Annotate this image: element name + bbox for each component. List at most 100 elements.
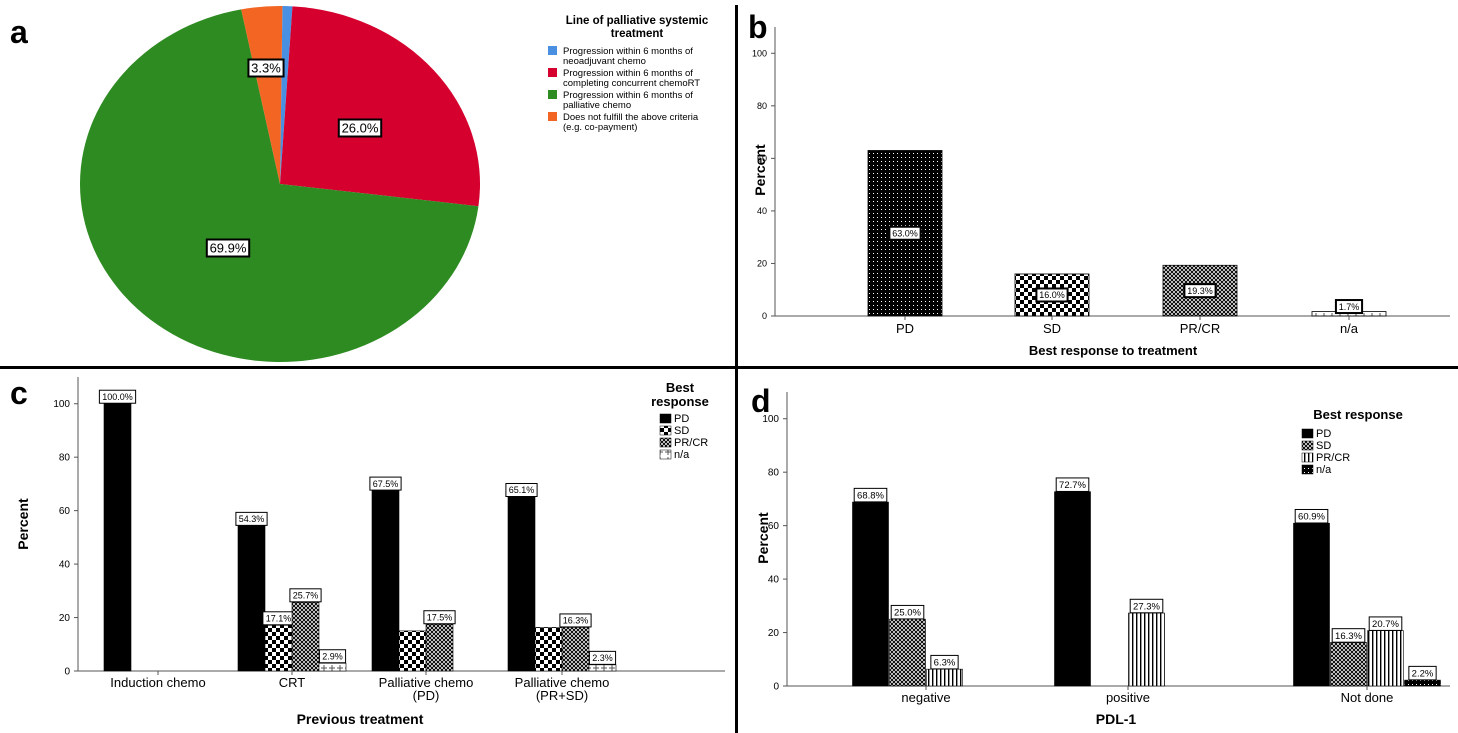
- bar-data-label: 2.2%: [1412, 669, 1434, 680]
- x-tick-label: n/a: [1340, 321, 1359, 336]
- bar-data-label: 68.8%: [857, 491, 884, 502]
- x-tick-label: Not done: [1341, 690, 1394, 705]
- x-tick-label: Palliative chemo: [379, 675, 474, 690]
- bar: [507, 496, 536, 672]
- vertical-divider-top: [735, 5, 738, 367]
- bar-data-label: 72.7%: [1059, 480, 1086, 491]
- pie-slice: [79, 9, 479, 363]
- x-tick-label: negative: [901, 690, 950, 705]
- bar-data-label: 6.3%: [934, 658, 956, 669]
- x-tick-label: positive: [1106, 690, 1150, 705]
- bar: [103, 403, 132, 672]
- bar: [237, 525, 266, 672]
- y-tick-label: 20: [59, 613, 71, 624]
- x-tick-label: SD: [1043, 321, 1061, 336]
- legend-label: (e.g. co-payment): [563, 122, 637, 133]
- bar-data-label-box: [1334, 299, 1364, 315]
- bar-data-label-box: [1331, 628, 1366, 643]
- bar-data-label: 20.7%: [1372, 619, 1399, 630]
- y-tick-label: 0: [773, 682, 779, 693]
- bar: [1367, 630, 1404, 687]
- bar-chart-panel-c: 0 20 40 60 80 100 Percent 100.0% Induction chemo…: [15, 377, 725, 727]
- bar-data-label: 1.7%: [1339, 302, 1360, 312]
- legend-swatch: [548, 46, 557, 55]
- bar-data-label: 60.9%: [1298, 512, 1325, 523]
- pie-slice: [241, 6, 283, 185]
- legend-swatch: [548, 68, 557, 77]
- bar-chart-panel-b: 0 20 40 60 80 100 Percent PD 63.0% SD 16.0% PR/CR 19…: [752, 27, 1450, 358]
- legend-label: n/a: [674, 449, 690, 461]
- bar-data-label-box: [853, 487, 888, 503]
- legend-swatch: [1301, 452, 1314, 463]
- bar-data-label: 17.5%: [427, 612, 453, 622]
- legend-title: Best response: [1313, 407, 1403, 422]
- bar-data-label-box: [423, 610, 456, 625]
- y-tick-label: 100: [752, 48, 767, 58]
- bar-data-label-box: [588, 650, 617, 665]
- pie-data-label-box: [205, 238, 251, 258]
- bar-data-label-box: [1055, 477, 1090, 492]
- legend-swatch: [659, 413, 672, 424]
- bar-data-label-box: [1408, 665, 1437, 681]
- bar-data-label: 54.3%: [239, 514, 265, 524]
- y-tick-label: 60: [757, 154, 767, 164]
- y-tick-label: 100: [762, 414, 779, 425]
- legend-label: n/a: [1316, 464, 1332, 476]
- legend-swatch: [1301, 464, 1314, 475]
- legend-label: Does not fulfill the above criteria: [563, 112, 699, 123]
- legend-label: Progression within 6 months of: [563, 46, 693, 57]
- x-tick-label: Palliative chemo: [515, 675, 610, 690]
- legend-label: PD: [674, 413, 689, 425]
- bar-data-label: 25.0%: [894, 608, 921, 619]
- panel-letter-c: c: [10, 375, 28, 411]
- bar: [425, 623, 454, 672]
- bar-data-label: 25.7%: [293, 591, 319, 601]
- bar-data-label: 100.0%: [102, 392, 133, 402]
- pie-chart-panel-a: 26.0% 69.9% 3.3% Line of palliative systemi…: [79, 6, 709, 363]
- bar-data-label-box: [1294, 508, 1329, 524]
- bar-data-label-box: [930, 654, 959, 670]
- bar-data-label-box: [289, 588, 322, 603]
- y-axis-title: Percent: [15, 498, 31, 550]
- bar-data-label-box: [1035, 287, 1069, 303]
- legend-title: treatment: [611, 28, 664, 40]
- pie-data-label-box: [247, 58, 285, 78]
- y-tick-label: 80: [59, 453, 71, 464]
- pie-data-label: 26.0%: [342, 121, 379, 136]
- horizontal-divider: [0, 366, 1458, 369]
- legend-title: Best: [666, 380, 695, 395]
- bar: [561, 627, 590, 672]
- pie-slice: [280, 6, 480, 207]
- bar: [1330, 642, 1367, 687]
- legend-label: PR/CR: [1316, 452, 1350, 464]
- legend-swatch: [659, 437, 672, 448]
- panel-letter-a: a: [10, 14, 28, 50]
- bar-data-label: 2.3%: [592, 653, 613, 663]
- y-tick-label: 40: [757, 206, 767, 216]
- legend-label: SD: [674, 425, 689, 437]
- y-axis-title: Percent: [755, 512, 771, 564]
- x-axis-title: Best response to treatment: [1029, 343, 1198, 358]
- pie-data-label: 3.3%: [251, 61, 281, 76]
- x-tick-label: (PD): [413, 688, 440, 703]
- bar-chart-panel-d: 0 20 40 60 80 100 Percent 68.8% 25.0% 6.3% negativ…: [755, 392, 1450, 727]
- pie-data-label-box: [337, 118, 383, 138]
- legend-label: PR/CR: [674, 437, 708, 449]
- x-tick-label: PR/CR: [1180, 321, 1220, 336]
- bar: [1014, 273, 1090, 317]
- bar-data-label-box: [505, 483, 538, 498]
- legend-swatch: [659, 425, 672, 436]
- bar-data-label: 27.3%: [1133, 601, 1160, 612]
- bar-data-label-box: [890, 604, 925, 620]
- bar-data-label: 17.1%: [266, 614, 292, 624]
- legend-swatch: [659, 449, 672, 460]
- y-axis-title: Percent: [752, 144, 768, 196]
- y-tick-label: 0: [762, 311, 767, 321]
- bar-data-label-box: [1368, 616, 1403, 631]
- legend-swatch: [1301, 428, 1314, 439]
- bar: [588, 664, 617, 672]
- legend-label: PD: [1316, 428, 1331, 440]
- bar-data-label-box: [1129, 598, 1164, 614]
- bar-data-label: 63.0%: [892, 228, 918, 238]
